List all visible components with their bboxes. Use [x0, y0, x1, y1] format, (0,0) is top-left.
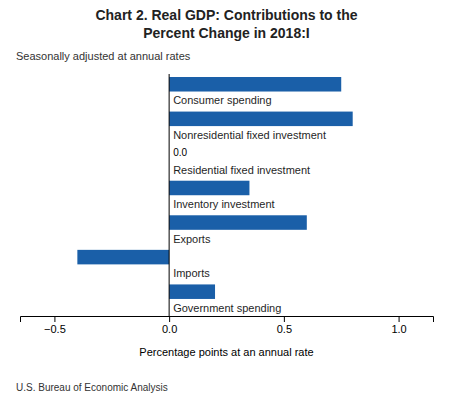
x-axis-line — [21, 317, 434, 323]
category-label: Government spending — [173, 302, 281, 314]
data-label: 0.0 — [173, 147, 187, 158]
tick-label: 0.0 — [162, 323, 177, 335]
title: Percent Change in 2018:I — [143, 25, 310, 41]
category-label: Consumer spending — [173, 94, 271, 106]
category-label: Nonresidential fixed investment — [173, 129, 326, 141]
bar — [169, 215, 307, 230]
tick-mark — [54, 316, 55, 322]
x-tick: 1.0 — [391, 316, 406, 335]
chart: Chart 2. Real GDP: Contributions to the P… — [0, 0, 453, 401]
category-label: Residential fixed investment — [173, 164, 310, 176]
tick-mark — [284, 316, 285, 322]
x-axis-title: Percentage points at an annual rate — [139, 346, 313, 358]
bar — [169, 181, 249, 196]
bar — [169, 77, 341, 92]
category-label: Exports — [173, 233, 211, 245]
subtitle: Seasonally adjusted at annual rates — [16, 50, 191, 62]
tick-label: 0.5 — [277, 323, 292, 335]
tick-label: −0.5 — [44, 323, 66, 335]
x-tick: 0.0 — [162, 316, 177, 335]
tick-mark — [169, 316, 170, 322]
baseline — [169, 74, 170, 316]
bars — [77, 74, 352, 316]
bar — [169, 284, 215, 299]
footnote: U.S. Bureau of Economic Analysis — [16, 382, 168, 393]
x-tick: −0.5 — [44, 316, 66, 335]
category-label: Imports — [173, 267, 210, 279]
x-tick: 0.5 — [277, 316, 292, 335]
tick-label: 1.0 — [391, 323, 406, 335]
tick-mark — [399, 316, 400, 322]
bar — [169, 112, 353, 127]
category-labels: Consumer spending Nonresidential fixed in… — [173, 94, 326, 313]
category-label: Inventory investment — [173, 198, 275, 210]
bar — [77, 250, 169, 265]
title-group: Chart 2. Real GDP: Contributions to the P… — [95, 7, 357, 41]
title: Chart 2. Real GDP: Contributions to the — [95, 7, 357, 23]
x-axis: −0.5 0.0 0.5 1.0 — [21, 316, 434, 335]
